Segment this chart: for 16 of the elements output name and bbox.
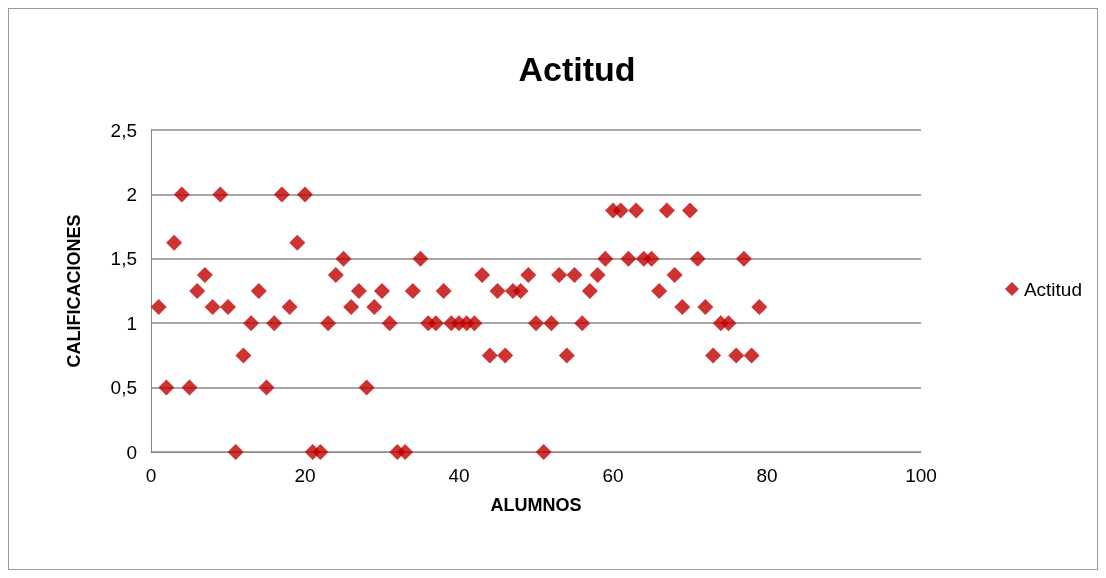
x-tick-label: 80 (756, 465, 778, 486)
x-tick-label: 60 (602, 465, 624, 486)
x-tick-label: 40 (448, 465, 470, 486)
x-tick-label: 20 (294, 465, 316, 486)
y-axis-title: CALIFICACIONES (64, 214, 84, 368)
x-axis-title: ALUMNOS (490, 495, 582, 515)
y-tick-label: 1,5 (110, 248, 137, 270)
y-tick-label: 0,5 (110, 377, 137, 399)
x-tick-label: 100 (905, 465, 937, 486)
chart-title: Actitud (518, 50, 636, 88)
x-tick-label: 0 (145, 465, 157, 486)
y-tick-label: 2,5 (110, 119, 137, 141)
legend-label: Actitud (1023, 278, 1083, 300)
y-tick-label: 0 (126, 441, 137, 463)
y-tick-label: 1 (126, 312, 137, 334)
y-tick-label: 2 (126, 183, 137, 205)
